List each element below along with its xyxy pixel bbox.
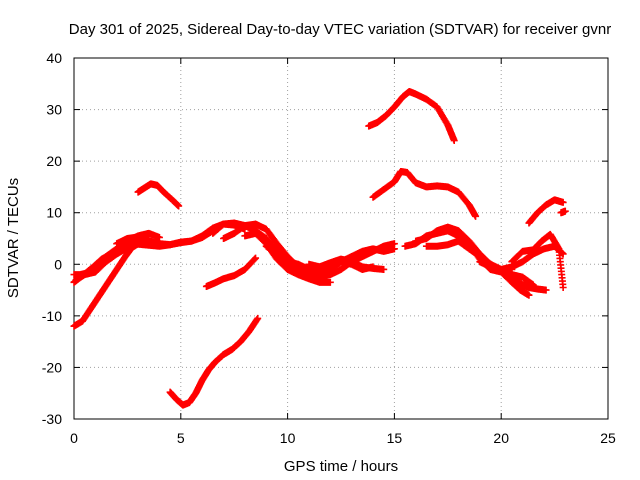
y-axis-label: SDTVAR / TECUs — [5, 178, 22, 298]
data-point-markers — [476, 242, 567, 273]
data-point-markers — [70, 240, 142, 330]
x-tick-label: 5 — [177, 430, 185, 446]
data-point-markers — [72, 220, 249, 284]
y-tick-label: 40 — [46, 50, 62, 66]
series-track-09 — [202, 254, 260, 290]
series-track-08 — [166, 314, 262, 409]
series-track-24 — [525, 196, 567, 227]
x-axis-label: GPS time / hours — [284, 458, 398, 475]
grid — [74, 58, 608, 419]
data-point-markers — [369, 167, 480, 220]
series-track-16 — [369, 167, 480, 220]
series-track-14 — [305, 255, 388, 273]
y-tick-label: -10 — [42, 308, 62, 324]
series-track-23 — [508, 230, 567, 291]
ticks: 0 5 10 15 20 25 -30 -20 -10 0 10 20 30 40 — [42, 50, 616, 446]
plot-frame — [73, 57, 609, 420]
series-track-15 — [365, 88, 458, 145]
series-track-22 — [487, 260, 533, 299]
data-point-markers — [113, 233, 153, 248]
x-tick-label: 20 — [493, 430, 509, 446]
x-tick-label: 10 — [280, 430, 296, 446]
x-tick-label: 0 — [70, 430, 78, 446]
series-track-06 — [113, 233, 153, 248]
x-tick-label: 15 — [387, 430, 403, 446]
data-point-markers — [365, 88, 458, 145]
data-point-markers — [134, 180, 183, 210]
y-tick-label: 10 — [46, 205, 62, 221]
data-point-markers — [487, 260, 533, 299]
data-point-markers — [305, 255, 388, 273]
data-point-markers — [202, 254, 260, 290]
data-point-markers — [166, 314, 262, 409]
data-point-markers — [557, 207, 569, 217]
y-tick-label: -30 — [42, 411, 62, 427]
series-track-25 — [557, 207, 569, 217]
series-track-20 — [476, 242, 567, 273]
y-tick-label: 0 — [54, 256, 62, 272]
data-point-markers — [525, 196, 567, 227]
chart-title: Day 301 of 2025, Sidereal Day-to-day VTE… — [69, 21, 611, 38]
series-track-07 — [134, 180, 183, 210]
y-tick-label: 20 — [46, 153, 62, 169]
data-points — [70, 88, 569, 409]
x-tick-label: 25 — [600, 430, 616, 446]
data-point-markers — [508, 230, 567, 291]
series-track-03 — [72, 220, 249, 284]
series-track-04 — [70, 240, 142, 330]
y-tick-label: -20 — [42, 359, 62, 375]
y-tick-label: 30 — [46, 102, 62, 118]
